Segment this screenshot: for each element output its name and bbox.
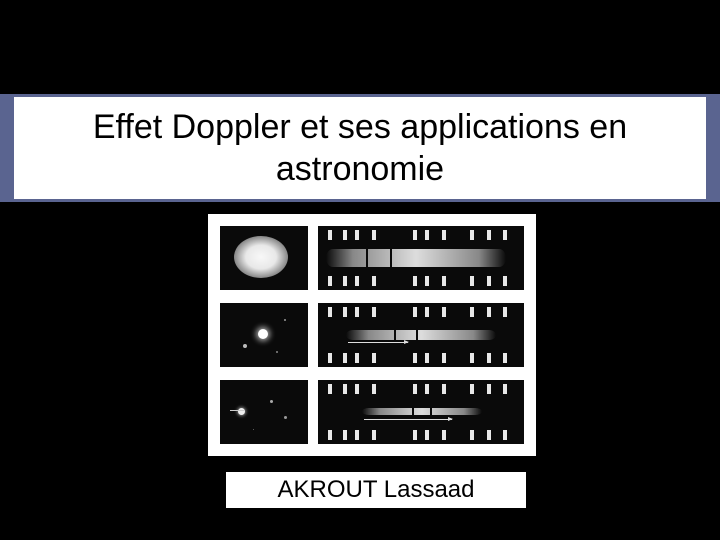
slide-title: Effet Doppler et ses applications en ast… xyxy=(34,106,686,191)
spectrum-1 xyxy=(318,226,524,290)
reference-spectrum-bottom xyxy=(318,353,524,363)
reference-spectrum-top xyxy=(318,230,524,240)
galaxy-image-3 xyxy=(220,380,308,444)
figure-row-2 xyxy=(220,301,524,370)
galaxy-image-1 xyxy=(220,226,308,290)
title-band: Effet Doppler et ses applications en ast… xyxy=(0,94,720,202)
reference-spectrum-top xyxy=(318,384,524,394)
redshift-arrow-icon xyxy=(348,342,408,343)
reference-spectrum-bottom xyxy=(318,430,524,440)
figure-row-3 xyxy=(220,377,524,446)
author-box: AKROUT Lassaad xyxy=(226,472,526,508)
redshift-arrow-icon xyxy=(364,419,452,420)
reference-spectrum-bottom xyxy=(318,276,524,286)
spectrum-figure xyxy=(208,214,536,456)
figure-row-1 xyxy=(220,224,524,293)
galaxy-spectrum-band-1 xyxy=(318,243,524,273)
galaxy-image-2 xyxy=(220,303,308,367)
galaxy-spectrum-band-2 xyxy=(318,320,524,350)
galaxy-spectrum-band-3 xyxy=(318,397,524,427)
reference-spectrum-top xyxy=(318,307,524,317)
spectrum-2 xyxy=(318,303,524,367)
author-name: AKROUT Lassaad xyxy=(278,476,475,504)
title-box: Effet Doppler et ses applications en ast… xyxy=(14,97,706,199)
spectrum-3 xyxy=(318,380,524,444)
slide: Effet Doppler et ses applications en ast… xyxy=(0,0,720,540)
